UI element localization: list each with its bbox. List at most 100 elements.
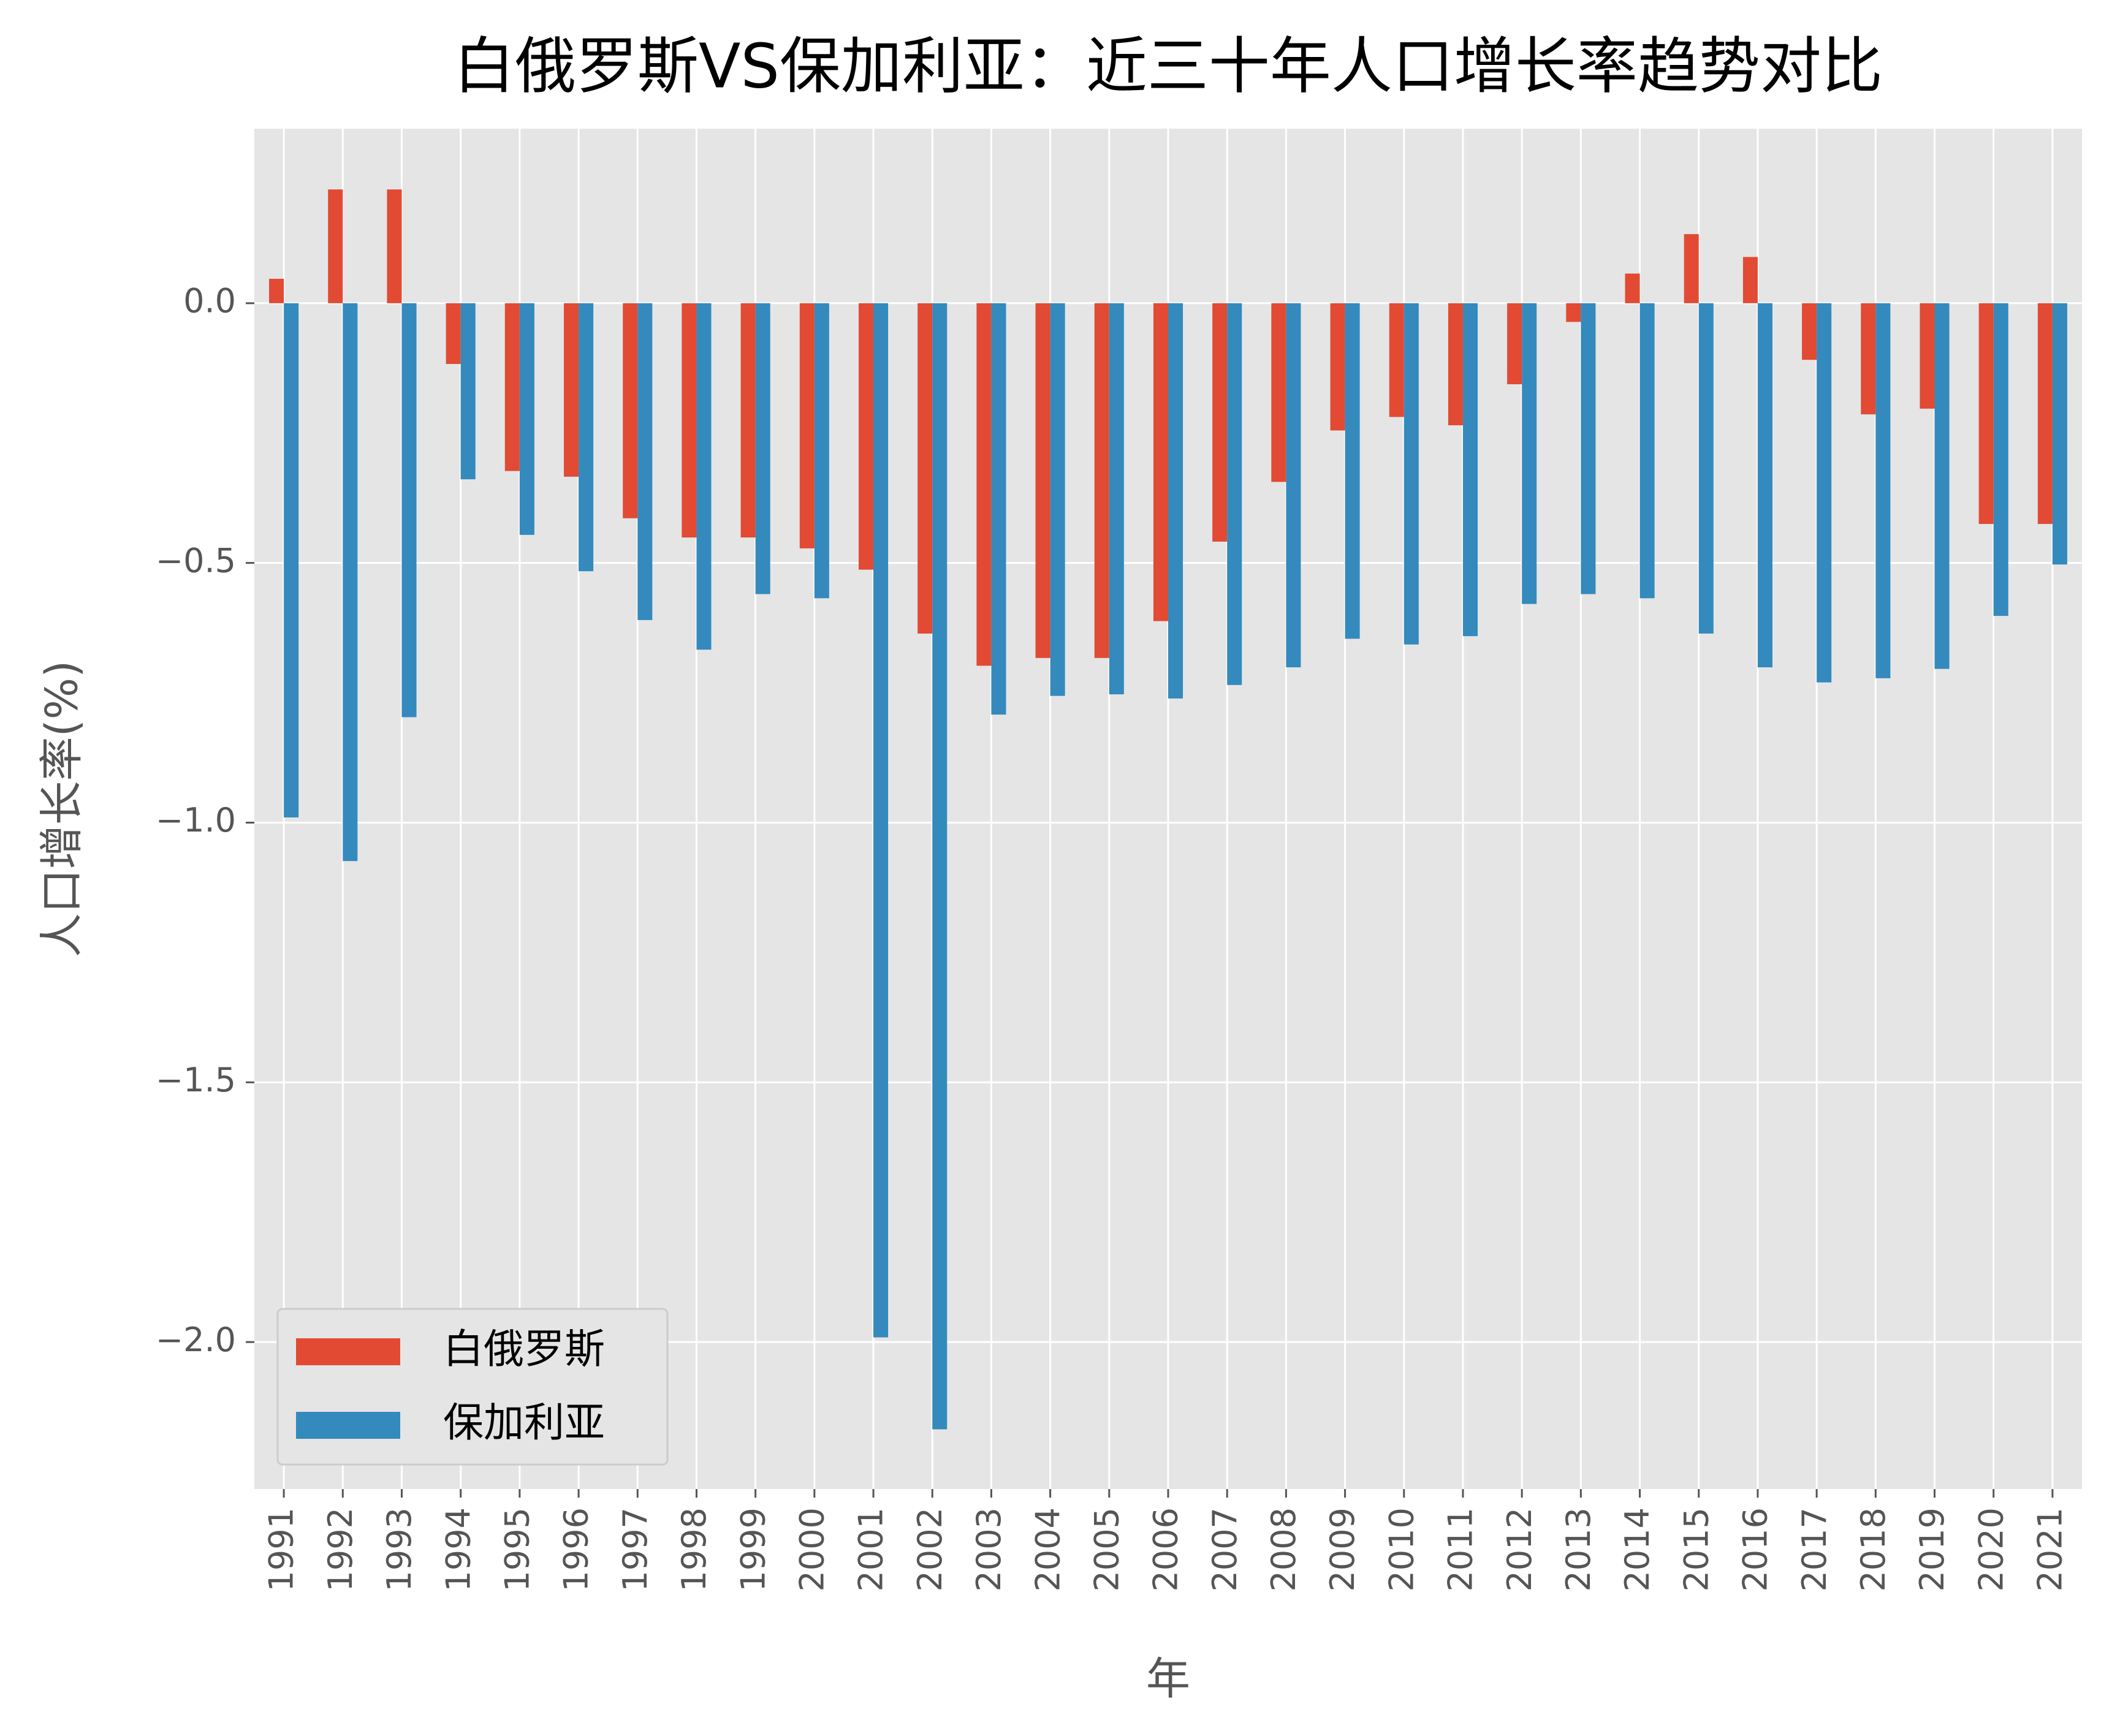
bar <box>1639 303 1655 599</box>
x-tick-label: 2009 <box>1323 1507 1362 1591</box>
x-tick-label: 2010 <box>1382 1507 1421 1591</box>
x-tick-label: 2013 <box>1559 1507 1598 1591</box>
bar <box>1757 303 1772 668</box>
x-tick-label: 2019 <box>1913 1507 1951 1591</box>
x-tick-label: 1995 <box>498 1507 537 1591</box>
x-tick-label: 2015 <box>1677 1507 1715 1591</box>
bar <box>1168 303 1183 699</box>
bar <box>1094 303 1109 658</box>
bar <box>1050 303 1065 696</box>
bar <box>1698 303 1714 634</box>
x-tick-label: 2004 <box>1028 1507 1067 1591</box>
x-tick-label: 2021 <box>2031 1507 2070 1591</box>
bars <box>269 189 2067 1430</box>
x-tick-label: 2018 <box>1854 1507 1893 1591</box>
bar <box>814 303 829 599</box>
bar <box>932 303 948 1430</box>
bar <box>284 303 299 817</box>
bar <box>579 303 594 572</box>
bar <box>460 303 476 480</box>
bar <box>976 303 992 666</box>
bar <box>1522 303 1537 604</box>
bar <box>1861 303 1876 415</box>
bar <box>343 303 358 862</box>
x-tick-label: 1992 <box>321 1507 360 1591</box>
x-tick-label: 2011 <box>1442 1507 1480 1591</box>
bar <box>1404 303 1419 645</box>
bar <box>1227 303 1242 685</box>
x-tick-label: 1998 <box>675 1507 713 1591</box>
bar <box>991 303 1006 715</box>
bar <box>1035 303 1050 658</box>
bar <box>682 303 697 538</box>
x-tick-label: 1994 <box>439 1507 477 1591</box>
y-tick-label: −0.5 <box>156 541 236 580</box>
y-tick-label: −2.0 <box>156 1321 236 1359</box>
bar <box>873 303 889 1338</box>
x-tick-label: 2020 <box>1972 1507 2010 1591</box>
legend-swatch <box>296 1338 400 1365</box>
bar <box>1742 257 1758 303</box>
legend-label: 保加利亚 <box>443 1399 605 1446</box>
bar <box>1462 303 1478 637</box>
x-tick-label: 1996 <box>557 1507 596 1591</box>
bar <box>917 303 933 634</box>
bar <box>1286 303 1301 668</box>
bar <box>799 303 815 548</box>
x-tick-label: 1999 <box>734 1507 772 1591</box>
bar <box>1978 303 1994 525</box>
bar <box>401 303 417 718</box>
bar <box>1109 303 1124 695</box>
bar <box>387 189 402 303</box>
bar <box>637 303 653 620</box>
bar <box>1875 303 1891 678</box>
x-tick-label: 2012 <box>1500 1507 1539 1591</box>
bar <box>269 278 284 303</box>
bar <box>564 303 579 477</box>
bar <box>1684 234 1699 303</box>
x-tick-label: 2001 <box>852 1507 891 1591</box>
chart-title: 白俄罗斯VS保加利亚：近三十年人口增长率趋势对比 <box>454 30 1883 102</box>
bar <box>1345 303 1360 639</box>
y-tick-label: −1.0 <box>156 801 236 840</box>
x-tick-label: 2017 <box>1795 1507 1834 1591</box>
bar <box>519 303 534 535</box>
bar <box>755 303 770 594</box>
bar <box>858 303 874 570</box>
x-tick-label: 2016 <box>1736 1507 1775 1591</box>
bar <box>2052 303 2067 565</box>
y-tick-label: 0.0 <box>183 281 236 320</box>
x-tick-label: 2002 <box>911 1507 949 1591</box>
x-tick-label: 2008 <box>1264 1507 1303 1591</box>
bar <box>696 303 712 650</box>
legend-swatch <box>296 1412 400 1439</box>
bar <box>446 303 461 364</box>
y-axis-label: 人口增长率(%) <box>36 661 88 958</box>
bar <box>1802 303 1817 360</box>
bar <box>1920 303 1935 409</box>
bar <box>623 303 638 518</box>
y-tick-label: −1.5 <box>156 1061 236 1099</box>
bar <box>1212 303 1228 542</box>
bar <box>1934 303 1950 669</box>
bar <box>328 189 343 303</box>
bar <box>1330 303 1345 431</box>
x-tick-label: 1991 <box>262 1507 301 1591</box>
x-tick-label: 2014 <box>1618 1507 1657 1591</box>
bar <box>1507 303 1522 385</box>
bar <box>1625 273 1640 303</box>
x-tick-label: 2006 <box>1147 1507 1185 1591</box>
x-tick-label: 1997 <box>616 1507 655 1591</box>
bar <box>1566 303 1581 322</box>
x-tick-label: 2000 <box>792 1507 831 1591</box>
bar <box>1448 303 1463 426</box>
bar <box>2037 303 2053 525</box>
legend-label: 白俄罗斯 <box>443 1325 605 1373</box>
bar <box>1271 303 1286 482</box>
x-axis-label: 年 <box>1146 1653 1190 1705</box>
bar <box>1389 303 1404 417</box>
x-tick-label: 2005 <box>1087 1507 1126 1591</box>
x-tick-label: 2003 <box>970 1507 1008 1591</box>
